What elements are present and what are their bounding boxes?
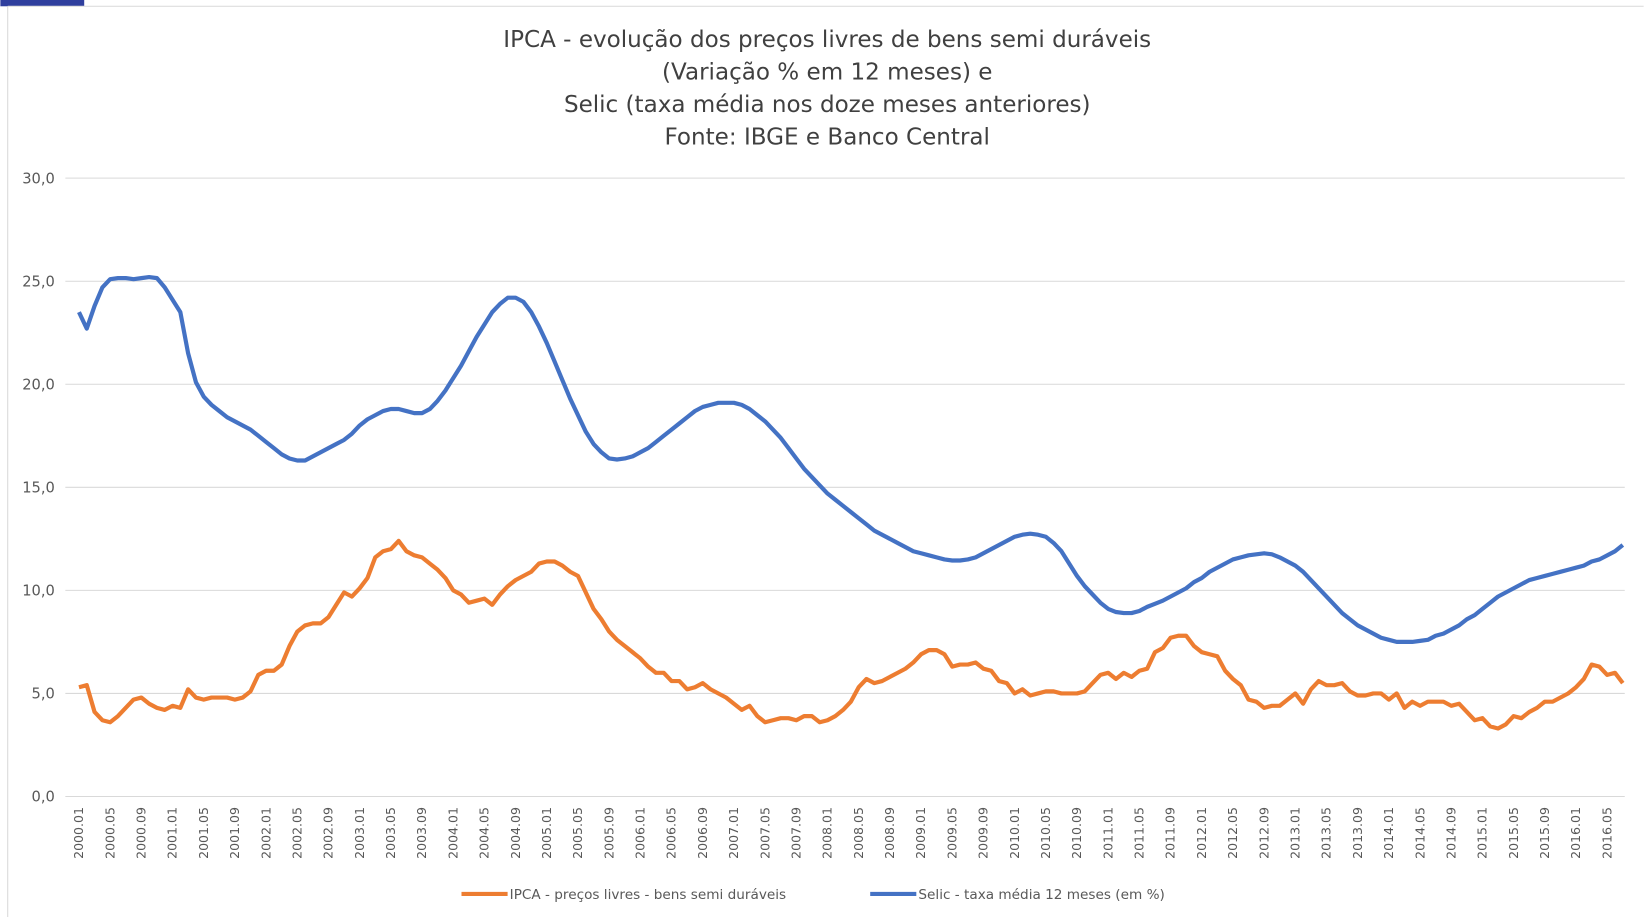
- x-tick-label: 2009.01: [913, 807, 928, 859]
- y-tick-label: 30,0: [22, 170, 55, 187]
- x-tick-label: 2013.09: [1350, 807, 1365, 859]
- x-tick-label: 2014.05: [1412, 807, 1427, 859]
- chart-title: Fonte: IBGE e Banco Central: [665, 125, 990, 151]
- x-tick-label: 2001.01: [165, 807, 180, 859]
- x-tick-label: 2007.09: [788, 807, 803, 859]
- x-tick-label: 2015.09: [1537, 807, 1552, 859]
- chart-title: IPCA - evolução dos preços livres de ben…: [503, 27, 1151, 53]
- data-line: [77, 274, 1625, 644]
- x-tick-label: 2010.05: [1038, 807, 1053, 859]
- x-tick-label: 2008.01: [820, 807, 835, 859]
- x-tick-label: 2004.09: [508, 807, 523, 859]
- x-tick-label: 2004.05: [477, 807, 492, 859]
- y-tick-label: 10,0: [22, 583, 55, 600]
- x-tick-label: 2006.01: [633, 807, 648, 859]
- y-tick-label: 25,0: [22, 273, 55, 290]
- x-tick-label: 2004.01: [445, 807, 460, 859]
- x-tick-label: 2013.01: [1288, 807, 1303, 859]
- x-tick-label: 2010.01: [1007, 807, 1022, 859]
- x-tick-label: 2000.09: [134, 807, 149, 859]
- x-tick-label: 2001.09: [227, 807, 242, 859]
- x-tick-label: 2007.01: [726, 807, 741, 859]
- x-tick-label: 2009.05: [944, 807, 959, 859]
- x-tick-label: 2015.05: [1506, 807, 1521, 859]
- x-tick-label: 2012.09: [1256, 807, 1271, 859]
- data-line: [78, 538, 1625, 731]
- x-tick-label: 2014.09: [1443, 807, 1458, 859]
- x-tick-label: 2008.05: [851, 807, 866, 859]
- chart-title: Selic (taxa média nos doze meses anterio…: [564, 92, 1091, 118]
- x-tick-label: 2009.09: [976, 807, 991, 859]
- x-tick-label: 2012.05: [1225, 807, 1240, 859]
- x-tick-label: 2011.01: [1100, 807, 1115, 859]
- x-tick-label: 2016.01: [1568, 807, 1583, 859]
- legend-label: IPCA - preços livres - bens semi durávei…: [510, 887, 786, 903]
- chart-title: (Variação % em 12 meses) e: [662, 60, 992, 86]
- x-tick-label: 2014.01: [1381, 807, 1396, 859]
- x-tick-label: 2011.05: [1132, 807, 1147, 859]
- x-tick-label: 2003.09: [414, 807, 429, 859]
- x-tick-label: 2006.09: [695, 807, 710, 859]
- x-tick-label: 2000.05: [102, 807, 117, 859]
- x-tick-label: 2003.05: [383, 807, 398, 859]
- x-tick-label: 2013.05: [1319, 807, 1334, 859]
- x-tick-label: 2005.05: [570, 807, 585, 859]
- y-tick-label: 15,0: [22, 480, 55, 497]
- y-tick-label: 0,0: [32, 789, 55, 806]
- x-tick-label: 2016.05: [1599, 807, 1614, 859]
- x-tick-label: 2000.01: [71, 807, 86, 859]
- x-tick-label: 2008.09: [882, 807, 897, 859]
- y-tick-label: 5,0: [32, 686, 55, 703]
- x-tick-label: 2010.09: [1069, 807, 1084, 859]
- x-tick-label: 2011.09: [1163, 807, 1178, 859]
- x-tick-label: 2012.01: [1194, 807, 1209, 859]
- x-tick-label: 2002.05: [289, 807, 304, 859]
- x-tick-label: 2015.01: [1475, 807, 1490, 859]
- x-tick-label: 2003.01: [352, 807, 367, 859]
- x-tick-label: 2007.05: [757, 807, 772, 859]
- x-tick-label: 2002.01: [258, 807, 273, 859]
- y-tick-label: 20,0: [22, 377, 55, 394]
- legend-label: Selic - taxa média 12 meses (em %): [918, 887, 1164, 903]
- x-tick-label: 2006.05: [664, 807, 679, 859]
- x-tick-label: 2005.09: [601, 807, 616, 859]
- x-tick-label: 2005.01: [539, 807, 554, 859]
- x-tick-label: 2002.09: [321, 807, 336, 859]
- x-tick-label: 2001.05: [196, 807, 211, 859]
- logo-strip: [0, 0, 85, 7]
